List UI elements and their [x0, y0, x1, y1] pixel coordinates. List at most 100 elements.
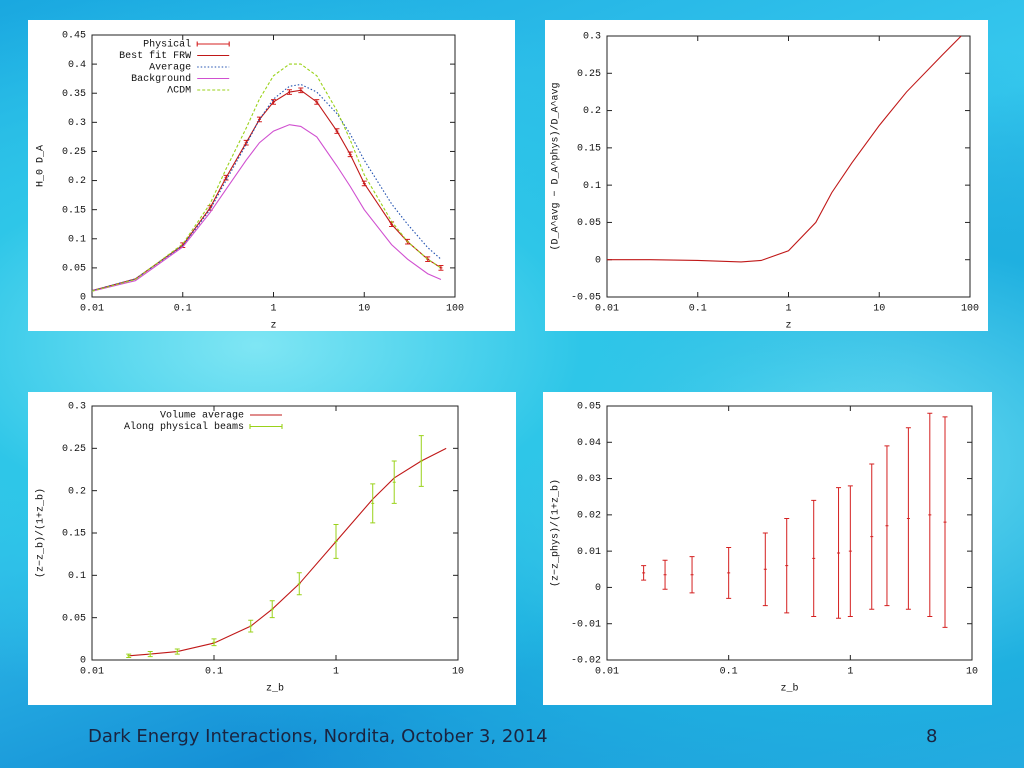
error-bar: [438, 265, 444, 271]
x-tick-label: 0.01: [595, 667, 619, 678]
series-line: [91, 89, 442, 292]
y-tick-label: -0.01: [571, 619, 601, 630]
series-line: [91, 124, 442, 292]
legend-label: Physical: [143, 39, 191, 51]
error-bar: [884, 445, 890, 607]
y-axis-label: H_0 D_A: [36, 145, 47, 187]
legend-swatch: [196, 41, 230, 47]
y-tick-label: 0.1: [68, 234, 86, 245]
legend-label: Along physical beams: [124, 421, 244, 433]
x-tick-label: 10: [358, 304, 370, 315]
x-axis-label: z_b: [780, 683, 798, 695]
y-tick-label: 0.15: [62, 529, 86, 540]
chart: -0.02 -0.01 0 0.01 0.02 0.03 0.04 0.05 0.01 0.1 1 1…: [543, 392, 992, 705]
y-tick-label: -0.02: [571, 656, 601, 667]
x-tick-label: 10: [966, 667, 978, 678]
x-tick-label: 0.01: [80, 304, 104, 315]
y-tick-label: 0.2: [68, 176, 86, 187]
chart-panel: [28, 20, 515, 331]
x-tick-label: 1: [785, 304, 791, 315]
y-tick-label: 0.25: [62, 147, 86, 158]
y-tick-label: 0.03: [577, 474, 601, 485]
error-bar: [147, 651, 153, 658]
error-bar: [126, 653, 132, 658]
legend-label: Best fit FRW: [119, 50, 191, 62]
error-bar: [836, 487, 842, 619]
y-tick-label: -0.05: [571, 293, 601, 304]
error-bar: [689, 556, 695, 594]
error-bar: [269, 600, 275, 619]
y-tick-label: 0: [595, 255, 601, 266]
series-line: [91, 63, 442, 292]
error-bar: [905, 427, 911, 610]
error-bar: [869, 463, 875, 610]
y-tick-label: 0: [595, 583, 601, 594]
x-tick-label: 10: [452, 667, 464, 678]
x-tick-label: 1: [333, 667, 339, 678]
x-tick-label: 10: [873, 304, 885, 315]
footer: Dark Energy Interactions, Nordita, Octob…: [88, 726, 548, 747]
error-bar: [370, 483, 376, 524]
error-bar: [847, 485, 853, 617]
error-bar: [942, 416, 948, 628]
x-tick-label: 0.1: [174, 304, 192, 315]
chart-panel: [545, 20, 988, 331]
error-bar: [391, 460, 397, 504]
y-tick-label: 0.3: [68, 118, 86, 129]
y-tick-label: 0.3: [68, 402, 86, 413]
x-axis-label: z: [785, 321, 791, 332]
chart: -0.05 0 0.05 0.1 0.15 0.2 0.25 0.3 0.01 0.1 1 10 100…: [545, 20, 988, 332]
y-axis-label: (z−z_phys)/(1+z_b): [550, 479, 562, 587]
error-bar: [296, 572, 302, 596]
x-tick-label: 0.01: [80, 667, 104, 678]
legend-label: Background: [131, 73, 191, 85]
legend-label: ΛCDM: [167, 86, 191, 97]
x-tick-label: 0.1: [205, 667, 223, 678]
x-tick-label: 1: [270, 304, 276, 315]
y-tick-label: 0.05: [62, 613, 86, 624]
series-line: [128, 447, 447, 657]
y-tick-label: 0.1: [583, 181, 601, 192]
error-bar: [211, 638, 217, 647]
error-bar: [641, 565, 647, 581]
y-tick-label: 0.15: [577, 143, 601, 154]
y-tick-label: 0.1: [68, 571, 86, 582]
error-bar: [174, 648, 180, 655]
y-axis-label: (D_A^avg − D_A^phys)/D_A^avg: [550, 82, 562, 250]
y-tick-label: 0.01: [577, 547, 601, 558]
chart: 0 0.05 0.1 0.15 0.2 0.25 0.3 0.01 0.1 1 10 z_b (z−z_…: [28, 392, 516, 705]
legend-label: Volume average: [160, 410, 244, 422]
x-tick-label: 0.1: [689, 304, 707, 315]
y-tick-label: 0.2: [583, 106, 601, 117]
y-tick-label: 0.15: [62, 205, 86, 216]
error-bar: [248, 619, 254, 633]
y-tick-label: 0.2: [68, 486, 86, 497]
y-tick-label: 0: [80, 656, 86, 667]
x-axis-label: z: [270, 321, 276, 332]
y-tick-label: 0.3: [583, 32, 601, 43]
error-bar: [762, 532, 768, 607]
y-tick-label: 0.25: [577, 69, 601, 80]
x-tick-label: 1: [847, 667, 853, 678]
error-bar: [418, 435, 424, 487]
slide-number: 8: [926, 726, 937, 747]
error-bar: [811, 499, 817, 617]
y-axis-label: (z−z_b)/(1+z_b): [35, 488, 47, 578]
plot-frame: [606, 405, 973, 661]
y-tick-label: 0.04: [577, 438, 601, 449]
y-tick-label: 0.02: [577, 510, 601, 521]
x-tick-label: 100: [961, 304, 979, 315]
x-axis-label: z_b: [266, 683, 284, 695]
series-line: [91, 83, 442, 292]
legend-swatch: [249, 424, 283, 429]
x-tick-label: 0.1: [720, 667, 738, 678]
error-bar: [726, 547, 732, 599]
error-bar: [662, 559, 668, 590]
error-bar: [333, 524, 339, 559]
chart-panel: [543, 392, 992, 705]
y-tick-label: 0.4: [68, 60, 86, 71]
x-tick-label: 100: [446, 304, 464, 315]
y-tick-label: 0.25: [62, 444, 86, 455]
